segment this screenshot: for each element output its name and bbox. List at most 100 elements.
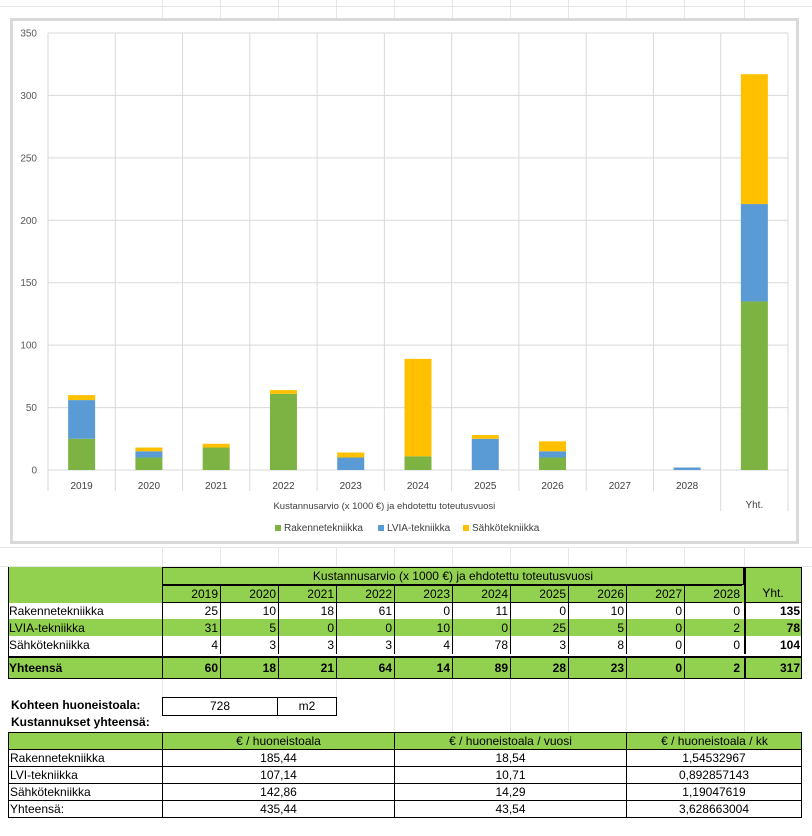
table-cell: 8 xyxy=(568,637,626,654)
legend-swatch xyxy=(275,525,281,531)
right-border xyxy=(801,567,802,679)
year-header: 2020 xyxy=(220,585,278,603)
per-area-row-label: Sähkötekniikka xyxy=(8,784,162,801)
bar-Sähkötekniikka-2024 xyxy=(404,358,432,457)
table-cell: 3 xyxy=(336,637,394,654)
table-cell: 0 xyxy=(336,620,394,637)
bar-Sähkötekniikka-Yht. xyxy=(740,74,768,205)
table-cell: 0 xyxy=(278,620,336,637)
table-cell: 0 xyxy=(510,603,568,620)
x-tick-label: 2022 xyxy=(272,481,295,492)
table-cell: 10 xyxy=(220,603,278,620)
bar-Sähkötekniikka-2019 xyxy=(68,395,96,401)
per-area-cell: 10,71 xyxy=(394,767,626,784)
table-cell: 10 xyxy=(568,603,626,620)
sum-cell: 28 xyxy=(510,658,568,679)
legend-swatch xyxy=(378,525,384,531)
bar-LVIA-tekniikka-2028 xyxy=(673,467,701,470)
per-area-cell: 435,44 xyxy=(162,801,394,818)
row-total: 104 xyxy=(744,637,802,654)
table-cell: 0 xyxy=(452,620,510,637)
x-tick-label: 2028 xyxy=(676,481,699,492)
area-value: 728 xyxy=(162,697,278,716)
bar-Rakennetekniikka-2024 xyxy=(404,456,432,470)
year-header: 2025 xyxy=(510,585,568,603)
cost-table: Kustannusarvio (x 1000 €) ja ehdotettu t… xyxy=(8,567,802,679)
per-area-cell: 3,628663004 xyxy=(626,801,802,818)
legend-entry: Rakennetekniikka xyxy=(284,523,363,534)
year-header: 2026 xyxy=(568,585,626,603)
x-tick-label: 2023 xyxy=(340,481,363,492)
per-area-cell: 185,44 xyxy=(162,750,394,767)
per-area-row-label: Yhteensä: xyxy=(8,801,162,818)
y-tick-label: 0 xyxy=(31,466,37,477)
table-cell: 0 xyxy=(684,637,742,654)
table-cell: 3 xyxy=(510,637,568,654)
bar-LVIA-tekniikka-2026 xyxy=(539,451,567,458)
y-tick-label: 200 xyxy=(20,216,37,227)
x-tick-label: 2027 xyxy=(609,481,632,492)
lvia-row-band xyxy=(8,619,802,636)
year-header: 2028 xyxy=(684,585,742,603)
bottom-border xyxy=(8,678,802,679)
y-tick-label: 50 xyxy=(26,403,38,414)
table-cell: 25 xyxy=(162,603,220,620)
y-tick-label: 150 xyxy=(20,278,37,289)
bar-Rakennetekniikka-2021 xyxy=(202,447,230,470)
table-cell: 0 xyxy=(684,603,742,620)
y-tick-label: 250 xyxy=(20,153,37,164)
y-tick-label: 100 xyxy=(20,341,37,352)
chart-area: 0 50 100 150 200 250 300 350 2019 2020 2021 2022 202… xyxy=(10,18,799,544)
y-tick-label: 300 xyxy=(20,91,37,102)
x-tick-label: 2020 xyxy=(138,481,161,492)
year-header: 2024 xyxy=(452,585,510,603)
bar-Sähkötekniikka-2020 xyxy=(135,447,163,452)
bar-LVIA-tekniikka-Yht. xyxy=(740,204,768,302)
x-axis-title: Kustannusarvio (x 1000 €) ja ehdotettu t… xyxy=(273,501,495,512)
bar-LVIA-tekniikka-2019 xyxy=(68,400,96,439)
table-title: Kustannusarvio (x 1000 €) ja ehdotettu t… xyxy=(162,567,744,585)
sum-cell: 14 xyxy=(394,658,452,679)
row-label: Rakennetekniikka xyxy=(9,604,104,618)
sum-cell: 21 xyxy=(278,658,336,679)
table-cell: 10 xyxy=(394,620,452,637)
per-area-header: € / huoneistoala xyxy=(162,732,394,750)
sum-cell: 64 xyxy=(336,658,394,679)
table-cell: 5 xyxy=(568,620,626,637)
per-area-cell: 0,892857143 xyxy=(626,767,802,784)
x-tick-label: 2019 xyxy=(71,481,94,492)
sum-cell: 60 xyxy=(162,658,220,679)
row-total: 78 xyxy=(744,620,802,637)
per-area-cell: 107,14 xyxy=(162,767,394,784)
year-header: 2019 xyxy=(162,585,220,603)
row-total: 135 xyxy=(744,603,802,620)
per-area-cell: 142,86 xyxy=(162,784,394,801)
sum-cell: 0 xyxy=(626,658,684,679)
sum-label: Yhteensä xyxy=(9,661,63,675)
bar-Sähkötekniikka-2022 xyxy=(269,390,297,394)
row-label: LVIA-tekniikka xyxy=(9,621,85,635)
bar-Rakennetekniikka-2019 xyxy=(68,438,96,470)
y-tick-label: 350 xyxy=(20,29,37,40)
table-cell: 0 xyxy=(626,603,684,620)
sum-cell: 18 xyxy=(220,658,278,679)
stacked-bar-chart: 0 50 100 150 200 250 300 350 2019 2020 2021 2022 202… xyxy=(20,29,789,534)
costs-title: Kustannukset yhteensä: xyxy=(11,715,150,729)
year-header: 2022 xyxy=(336,585,394,603)
legend-swatch xyxy=(463,525,469,531)
per-area-header: € / huoneistoala / kk xyxy=(626,732,802,750)
sum-cell: 2 xyxy=(684,658,742,679)
table-cell: 2 xyxy=(684,620,742,637)
sum-separator xyxy=(8,656,802,658)
bar-LVIA-tekniikka-2025 xyxy=(471,438,499,470)
year-header: 2021 xyxy=(278,585,336,603)
bar-Sähkötekniikka-2025 xyxy=(471,435,499,439)
sum-row-band xyxy=(8,658,802,679)
per-area-cell: 14,29 xyxy=(394,784,626,801)
bar-LVIA-tekniikka-2023 xyxy=(337,457,365,470)
label-column-border xyxy=(162,567,163,679)
bar-Rakennetekniikka-2022 xyxy=(269,393,297,470)
bar-Rakennetekniikka-2026 xyxy=(539,457,567,470)
table-cell: 4 xyxy=(162,637,220,654)
per-area-cell: 1,54532967 xyxy=(626,750,802,767)
